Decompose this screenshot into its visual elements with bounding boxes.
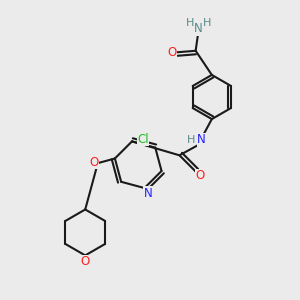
Text: O: O — [81, 255, 90, 268]
Text: H: H — [186, 18, 194, 28]
Text: N: N — [197, 133, 206, 146]
Text: H: H — [187, 135, 195, 145]
Text: N: N — [144, 187, 152, 200]
Text: O: O — [89, 155, 98, 169]
Text: N: N — [194, 22, 203, 35]
Text: Cl: Cl — [137, 133, 149, 146]
Text: H: H — [202, 18, 211, 28]
Text: O: O — [167, 46, 177, 59]
Text: O: O — [195, 169, 205, 182]
